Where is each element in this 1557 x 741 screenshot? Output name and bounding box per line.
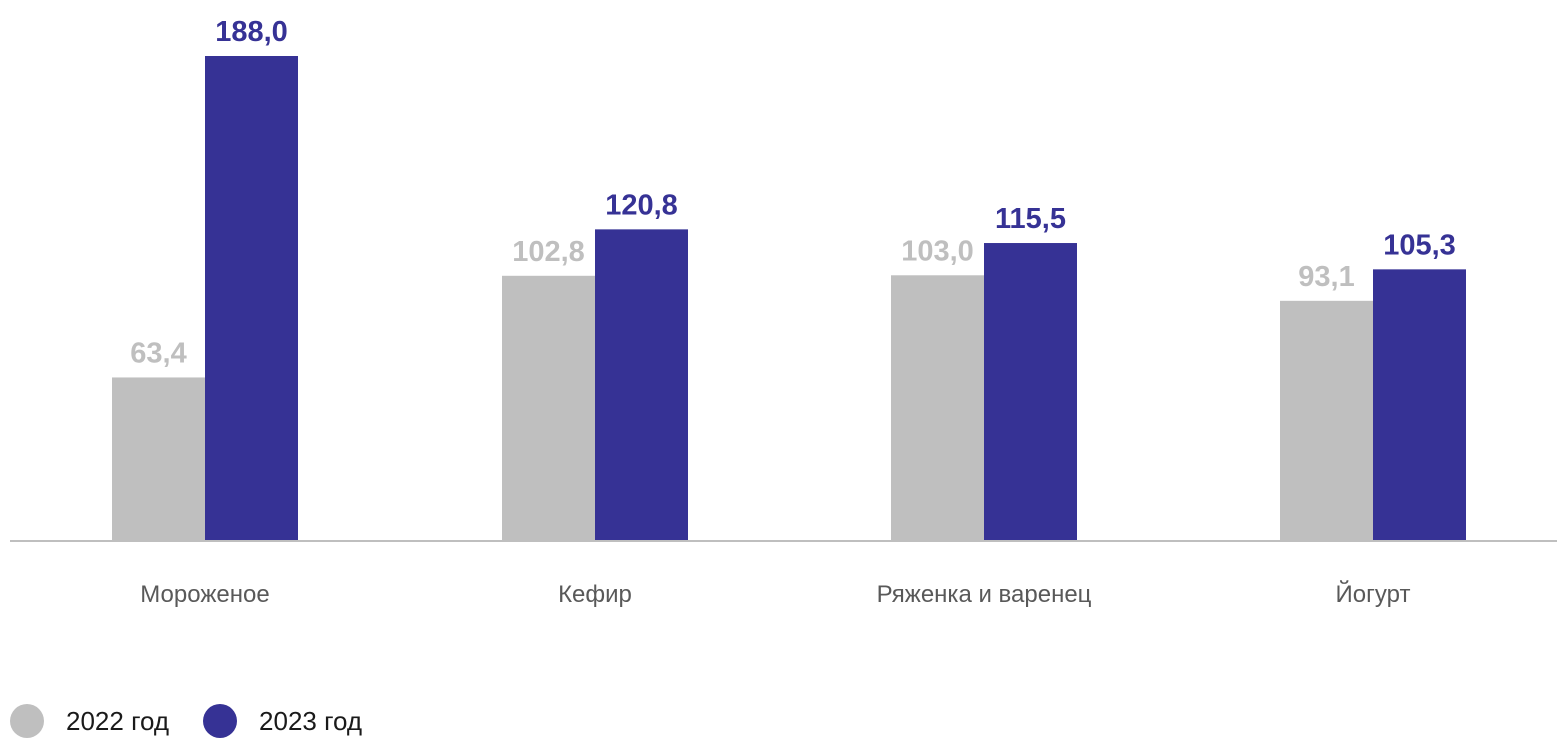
bar-2023-0 — [205, 56, 298, 541]
category-label-0: Мороженое — [140, 581, 269, 608]
value-label-2022-2: 103,0 — [901, 235, 974, 267]
bars-group — [112, 56, 1466, 542]
category-label-2: Ряженка и варенец — [877, 581, 1092, 608]
bar-2022-1 — [502, 275, 595, 541]
value-label-2023-0: 188,0 — [215, 16, 288, 48]
bar-2023-2 — [984, 243, 1077, 541]
legend-label-2023: 2023 год — [259, 705, 363, 736]
bar-2022-2 — [891, 275, 984, 541]
bar-2023-1 — [595, 229, 688, 542]
legend-item-2022: 2022 год — [10, 704, 169, 738]
value-label-2023-1: 120,8 — [605, 189, 678, 221]
legend-label-2022: 2022 год — [66, 705, 170, 736]
value-label-2022-3: 93,1 — [1298, 261, 1354, 293]
value-label-2022-0: 63,4 — [130, 337, 186, 369]
category-label-1: Кефир — [558, 581, 632, 608]
value-label-2023-2: 115,5 — [995, 203, 1066, 235]
category-label-3: Йогурт — [1336, 580, 1411, 608]
bar-2022-3 — [1280, 300, 1373, 541]
value-label-2023-3: 105,3 — [1383, 229, 1456, 261]
value-labels-group: 63,4 188,0 102,8 120,8 103,0 115,5 93,1 105,3 — [130, 16, 1456, 369]
bar-2023-3 — [1373, 269, 1466, 541]
category-labels-group: Мороженое Кефир Ряженка и варенец Йогурт — [140, 580, 1410, 608]
value-label-2022-1: 102,8 — [512, 236, 585, 268]
legend: 2022 год 2023 год — [10, 704, 396, 738]
bar-2022-0 — [112, 377, 205, 541]
legend-swatch-2022 — [10, 704, 44, 738]
bar-chart: 63,4 188,0 102,8 120,8 103,0 115,5 93,1 105,3 М… — [10, 16, 1557, 608]
legend-swatch-2023 — [203, 704, 238, 738]
legend-item-2023: 2023 год — [203, 704, 362, 738]
